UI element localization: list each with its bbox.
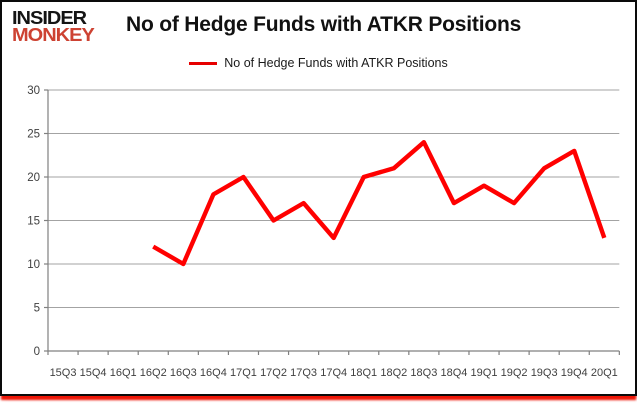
x-axis-label: 17Q4 [320,367,347,379]
y-axis-label: 15 [27,216,40,228]
x-axis-label: 16Q3 [170,367,197,379]
logo-word-monkey: MONKEY [12,25,95,46]
logo-word-insider: INSIDER [12,8,87,29]
y-axis-label: 30 [27,85,40,97]
y-axis-label: 10 [27,259,40,271]
x-axis-label: 15Q3 [50,367,77,379]
x-axis-label: 16Q1 [110,367,137,379]
x-axis-label: 19Q4 [561,367,588,379]
y-axis-label: 0 [34,346,40,358]
x-axis-label: 18Q1 [350,367,377,379]
chart-title: No of Hedge Funds with ATKR Positions [126,13,522,36]
x-axis-label: 19Q2 [501,367,528,379]
x-axis-label: 20Q1 [591,367,618,379]
x-axis-label: 19Q3 [531,367,558,379]
x-axis-label: 19Q1 [471,367,498,379]
x-axis-label: 16Q4 [200,367,227,379]
insider-monkey-logo: INSIDER MONKEY [12,8,95,46]
x-axis-label: 18Q4 [440,367,467,379]
x-axis-label: 17Q1 [230,367,257,379]
y-axis-label: 5 [34,303,40,315]
data-line-series [152,139,607,267]
x-axis-label: 15Q4 [80,367,107,379]
x-axis-label: 18Q3 [410,367,437,379]
x-axis-label: 18Q2 [380,367,407,379]
line-chart: 0 5 10 15 20 25 30 15Q3 15Q4 16Q1 16Q2 16Q3 16Q4 17Q1… [27,85,620,379]
legend-label: No of Hedge Funds with ATKR Positions [224,56,448,70]
legend-line-swatch [189,61,218,65]
x-axis-label: 17Q2 [260,367,287,379]
y-axis-label: 20 [27,172,40,184]
x-axis-label: 16Q2 [140,367,167,379]
x-axis-label: 17Q3 [290,367,317,379]
chart-card: 0 5 10 15 20 25 30 15Q3 15Q4 16Q1 16Q2 16Q3 16Q4 17Q1… [0,0,637,396]
legend: No of Hedge Funds with ATKR Positions [2,56,635,70]
y-axis-label: 25 [27,129,40,141]
